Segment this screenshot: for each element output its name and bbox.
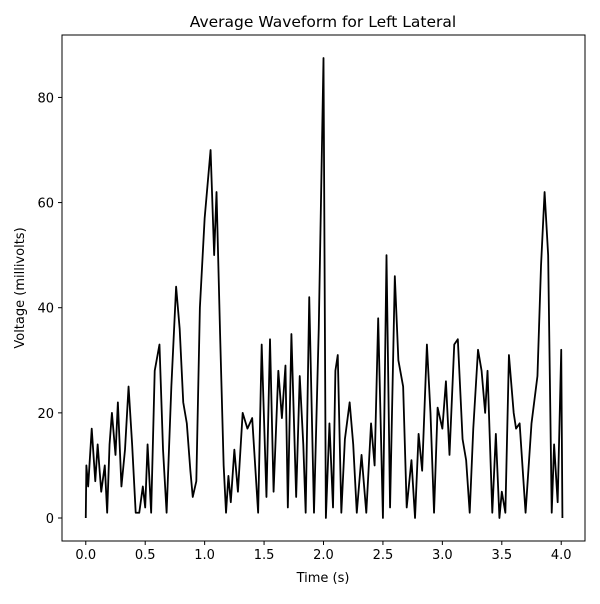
y-tick-label: 40	[37, 302, 54, 317]
y-tick-label: 80	[37, 91, 54, 106]
x-tick-label: 3.5	[491, 548, 512, 563]
x-tick-label: 2.0	[313, 548, 334, 563]
x-tick-label: 1.5	[254, 548, 275, 563]
x-tick-label: 4.0	[551, 548, 572, 563]
x-tick-label: 0.0	[75, 548, 96, 563]
y-tick-label: 20	[37, 407, 54, 422]
y-tick-label: 0	[46, 512, 54, 527]
plot-frame	[61, 34, 586, 542]
chart-title: Average Waveform for Left Lateral	[190, 13, 456, 31]
x-tick-label: 1.0	[194, 548, 215, 563]
x-tick-label: 2.5	[373, 548, 394, 563]
x-tick-label: 3.0	[432, 548, 453, 563]
x-axis-label: Time (s)	[296, 571, 350, 586]
y-axis-label: Voltage (millivolts)	[13, 227, 28, 348]
y-tick-label: 60	[37, 197, 54, 212]
x-tick-label: 0.5	[135, 548, 156, 563]
line-series	[84, 57, 564, 519]
